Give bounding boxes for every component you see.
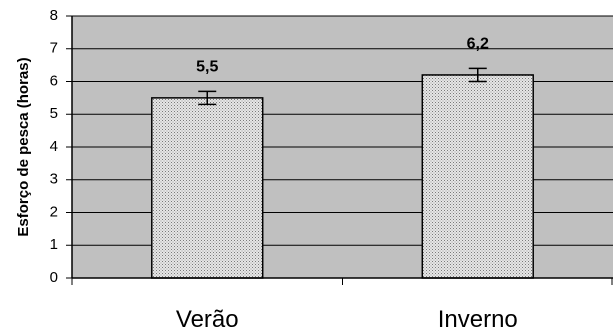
y-tick-label: 0 <box>50 269 58 286</box>
category-labels: Verão Inverno <box>176 306 518 333</box>
y-tick-label: 2 <box>50 203 58 220</box>
x-category-label: Verão <box>176 306 239 333</box>
x-category-label: Inverno <box>438 306 518 333</box>
bar <box>421 74 534 279</box>
bar <box>151 97 264 279</box>
y-tick-label: 4 <box>50 138 58 155</box>
y-tick-label: 6 <box>50 72 58 89</box>
y-tick-label: 7 <box>50 40 58 57</box>
y-tick-label: 1 <box>50 236 58 253</box>
data-label: 5,5 <box>196 58 218 75</box>
y-tick-label: 8 <box>50 7 58 24</box>
bars: 5,5 6,2 <box>151 35 534 279</box>
y-tick-label: 5 <box>50 105 58 122</box>
data-label: 6,2 <box>467 35 489 52</box>
y-tick-label: 3 <box>50 171 58 188</box>
y-tick-labels: 0 1 2 3 4 5 6 7 8 <box>50 7 72 286</box>
y-axis-title: Esforço de pesca (horas) <box>15 57 32 236</box>
